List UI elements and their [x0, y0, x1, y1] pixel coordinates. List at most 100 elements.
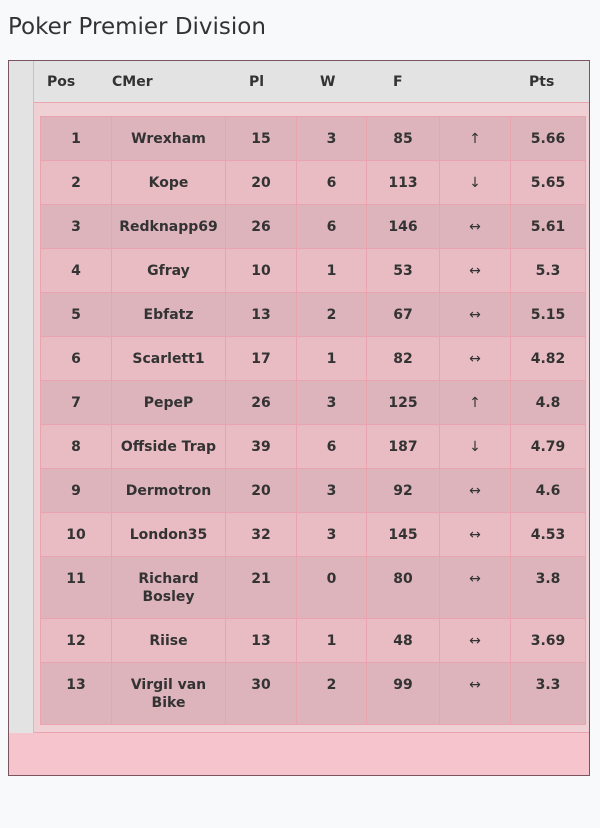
- cmer-cell: London35: [111, 512, 226, 557]
- for-cell: 82: [366, 336, 440, 381]
- for-cell: 113: [366, 160, 440, 205]
- header-points[interactable]: Pts: [529, 74, 555, 90]
- trend-cell: ↑: [439, 380, 511, 425]
- points-cell: 5.61: [510, 204, 586, 249]
- points-cell: 4.6: [510, 468, 586, 513]
- table-row[interactable]: 6 Scarlett1 17 1 82 ↔ 4.82: [40, 336, 586, 381]
- pos-cell: 3: [40, 204, 112, 249]
- played-cell: 20: [225, 160, 297, 205]
- for-cell: 85: [366, 116, 440, 161]
- played-cell: 13: [225, 618, 297, 663]
- pos-cell: 12: [40, 618, 112, 663]
- for-cell: 80: [366, 556, 440, 619]
- points-cell: 4.8: [510, 380, 586, 425]
- pos-cell: 2: [40, 160, 112, 205]
- wins-cell: 2: [296, 292, 367, 337]
- cmer-cell: Redknapp69: [111, 204, 226, 249]
- trend-cell: ↔: [439, 292, 511, 337]
- cmer-cell: Kope: [111, 160, 226, 205]
- played-cell: 32: [225, 512, 297, 557]
- table-row[interactable]: 13 Virgil van Bike 30 2 99 ↔ 3.3: [40, 662, 586, 725]
- trend-cell: ↔: [439, 248, 511, 293]
- points-cell: 4.79: [510, 424, 586, 469]
- for-cell: 125: [366, 380, 440, 425]
- pos-cell: 11: [40, 556, 112, 619]
- table-row[interactable]: 12 Riise 13 1 48 ↔ 3.69: [40, 618, 586, 663]
- header-wins[interactable]: W: [320, 74, 336, 90]
- table-row[interactable]: 11 Richard Bosley 21 0 80 ↔ 3.8: [40, 556, 586, 619]
- pos-cell: 8: [40, 424, 112, 469]
- pos-cell: 1: [40, 116, 112, 161]
- played-cell: 26: [225, 380, 297, 425]
- cmer-cell: Ebfatz: [111, 292, 226, 337]
- points-cell: 5.3: [510, 248, 586, 293]
- cmer-cell: Riise: [111, 618, 226, 663]
- trend-cell: ↔: [439, 336, 511, 381]
- wins-cell: 0: [296, 556, 367, 619]
- cmer-cell: Gfray: [111, 248, 226, 293]
- cmer-cell: Dermotron: [111, 468, 226, 513]
- trend-cell: ↔: [439, 662, 511, 725]
- points-cell: 3.3: [510, 662, 586, 725]
- for-cell: 145: [366, 512, 440, 557]
- pos-cell: 5: [40, 292, 112, 337]
- points-cell: 3.69: [510, 618, 586, 663]
- wins-cell: 1: [296, 336, 367, 381]
- for-cell: 146: [366, 204, 440, 249]
- left-gutter: [9, 61, 34, 733]
- table-row[interactable]: 7 PepeP 26 3 125 ↑ 4.8: [40, 380, 586, 425]
- table-row[interactable]: 9 Dermotron 20 3 92 ↔ 4.6: [40, 468, 586, 513]
- table-row[interactable]: 8 Offside Trap 39 6 187 ↓ 4.79: [40, 424, 586, 469]
- wins-cell: 6: [296, 204, 367, 249]
- standings-body: 1 Wrexham 15 3 85 ↑ 5.66 2 Kope 20 6 113 ↓ 5.65 3 Redkn…: [34, 103, 589, 733]
- played-cell: 21: [225, 556, 297, 619]
- trend-cell: ↔: [439, 204, 511, 249]
- for-cell: 67: [366, 292, 440, 337]
- wins-cell: 1: [296, 618, 367, 663]
- wins-cell: 3: [296, 116, 367, 161]
- points-cell: 4.53: [510, 512, 586, 557]
- cmer-cell: Scarlett1: [111, 336, 226, 381]
- standings-table: 1 Wrexham 15 3 85 ↑ 5.66 2 Kope 20 6 113 ↓ 5.65 3 Redkn…: [40, 116, 586, 725]
- trend-cell: ↔: [439, 512, 511, 557]
- table-row[interactable]: 1 Wrexham 15 3 85 ↑ 5.66: [40, 116, 586, 161]
- trend-cell: ↓: [439, 160, 511, 205]
- table-row[interactable]: 5 Ebfatz 13 2 67 ↔ 5.15: [40, 292, 586, 337]
- trend-cell: ↑: [439, 116, 511, 161]
- trend-cell: ↓: [439, 424, 511, 469]
- played-cell: 30: [225, 662, 297, 725]
- table-row[interactable]: 4 Gfray 10 1 53 ↔ 5.3: [40, 248, 586, 293]
- wins-cell: 3: [296, 380, 367, 425]
- cmer-cell: Offside Trap: [111, 424, 226, 469]
- points-cell: 5.15: [510, 292, 586, 337]
- points-cell: 3.8: [510, 556, 586, 619]
- cmer-cell: Wrexham: [111, 116, 226, 161]
- pos-cell: 13: [40, 662, 112, 725]
- table-row[interactable]: 10 London35 32 3 145 ↔ 4.53: [40, 512, 586, 557]
- for-cell: 48: [366, 618, 440, 663]
- table-row[interactable]: 3 Redknapp69 26 6 146 ↔ 5.61: [40, 204, 586, 249]
- played-cell: 13: [225, 292, 297, 337]
- header-played[interactable]: Pl: [249, 74, 265, 90]
- header-for[interactable]: F: [393, 74, 403, 90]
- for-cell: 53: [366, 248, 440, 293]
- cmer-cell: Virgil van Bike: [111, 662, 226, 725]
- played-cell: 26: [225, 204, 297, 249]
- points-cell: 5.65: [510, 160, 586, 205]
- played-cell: 10: [225, 248, 297, 293]
- wins-cell: 6: [296, 160, 367, 205]
- wins-cell: 6: [296, 424, 367, 469]
- header-cmer[interactable]: CMer: [112, 74, 153, 90]
- page-title: Poker Premier Division: [8, 14, 266, 40]
- played-cell: 17: [225, 336, 297, 381]
- pos-cell: 6: [40, 336, 112, 381]
- points-cell: 4.82: [510, 336, 586, 381]
- standings-frame: Pos CMer Pl W F Pts 1 Wrexham 15 3 85 ↑ 5.66 2 K…: [8, 60, 590, 776]
- header-pos[interactable]: Pos: [47, 74, 76, 90]
- played-cell: 15: [225, 116, 297, 161]
- points-cell: 5.66: [510, 116, 586, 161]
- for-cell: 187: [366, 424, 440, 469]
- pos-cell: 9: [40, 468, 112, 513]
- table-row[interactable]: 2 Kope 20 6 113 ↓ 5.65: [40, 160, 586, 205]
- wins-cell: 3: [296, 512, 367, 557]
